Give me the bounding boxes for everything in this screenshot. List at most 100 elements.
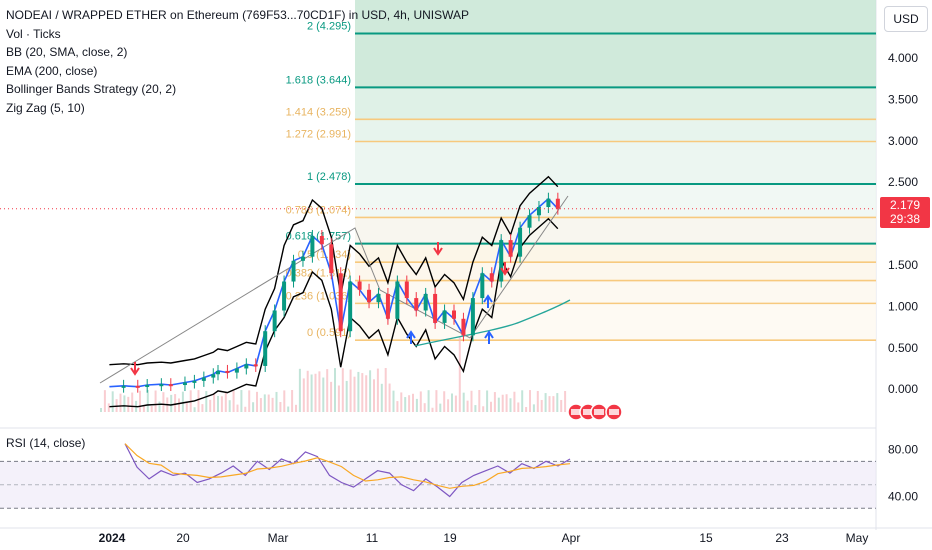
- volume-bar-113: [540, 399, 543, 412]
- candle-body-46: [555, 198, 560, 209]
- candle-body-30: [404, 281, 409, 299]
- volume-bar-35: [236, 404, 239, 412]
- y-tick-6: 1.000: [888, 299, 918, 313]
- volume-bar-104: [505, 394, 508, 412]
- legend-ema[interactable]: EMA (200, close): [6, 63, 98, 78]
- candle-body-7: [192, 380, 197, 383]
- candle-body-24: [348, 281, 353, 332]
- fib-level-label-0: 2 (4.295): [307, 21, 351, 33]
- legend-zigzag[interactable]: Zig Zag (5, 10): [6, 100, 85, 115]
- volume-bar-116: [552, 396, 555, 412]
- candle-body-6: [182, 382, 187, 386]
- rsi-legend[interactable]: RSI (14, close): [6, 436, 86, 450]
- volume-bar-108: [521, 390, 524, 412]
- candle-body-17: [282, 281, 287, 311]
- candle-body-12: [234, 368, 239, 373]
- buy-arrow-1: [484, 330, 494, 344]
- event-flag-stripe-3: [609, 409, 619, 415]
- volume-bar-107: [517, 402, 520, 412]
- candle-body-43: [527, 215, 532, 228]
- volume-bar-119: [564, 390, 567, 412]
- candle-body-40: [499, 240, 504, 282]
- legend-bb-strategy[interactable]: Bollinger Bands Strategy (20, 2): [6, 82, 177, 96]
- currency-button[interactable]: USD: [884, 6, 928, 32]
- x-tick-2: Mar: [268, 531, 289, 545]
- volume-bar-38: [248, 390, 251, 412]
- sell-arrow-0: [130, 362, 140, 376]
- volume-bar-74: [388, 383, 391, 412]
- volume-bar-25: [197, 390, 200, 412]
- fib-zone-1: [355, 87, 876, 120]
- rsi-tick-1: 40.00: [888, 490, 918, 504]
- volume-bar-83: [423, 403, 426, 412]
- volume-bar-46: [279, 402, 282, 412]
- legend-bb[interactable]: BB (20, SMA, close, 2): [6, 45, 128, 59]
- candle-body-20: [310, 235, 315, 257]
- candle-body-35: [452, 310, 456, 319]
- event-flag-stripe-0: [571, 409, 581, 415]
- volume-bar-32: [224, 392, 227, 412]
- volume-bar-63: [345, 380, 348, 412]
- volume-bar-106: [513, 391, 516, 412]
- fib-level-label-1: 1.618 (3.644): [286, 74, 351, 86]
- volume-bar-115: [548, 396, 551, 412]
- candle-body-4: [159, 384, 164, 387]
- fib-level-label-4: 1 (2.478): [307, 171, 351, 183]
- fib-level-label-5: 0.786 (2.074): [286, 204, 351, 216]
- volume-bar-68: [365, 375, 368, 412]
- volume-bar-76: [396, 401, 399, 412]
- volume-bar-54: [310, 374, 313, 412]
- legend-vol[interactable]: Vol · Ticks: [6, 26, 61, 41]
- chart-title: NODEAI / WRAPPED ETHER on Ethereum (769F…: [6, 8, 470, 22]
- candle-body-14: [253, 364, 258, 367]
- candle-body-36: [461, 318, 466, 336]
- volume-bar-39: [252, 402, 255, 412]
- volume-bar-21: [181, 391, 184, 412]
- volume-bar-82: [419, 391, 422, 412]
- candle-body-33: [433, 293, 438, 323]
- volume-bar-26: [201, 404, 204, 412]
- volume-bar-45: [275, 391, 278, 412]
- fib-level-label-3: 1.272 (2.991): [286, 129, 351, 141]
- volume-bar-80: [412, 393, 414, 412]
- volume-bar-60: [334, 368, 336, 412]
- volume-bar-19: [174, 394, 177, 412]
- volume-bar-87: [439, 403, 442, 412]
- volume-bar-44: [271, 397, 274, 412]
- buy-arrow-0: [406, 330, 416, 344]
- volume-bar-36: [240, 390, 243, 412]
- volume-bar-102: [497, 397, 500, 412]
- candle-body-19: [300, 256, 305, 261]
- volume-bar-47: [283, 390, 286, 412]
- fib-level-label-10: 0 (0.591): [307, 327, 351, 339]
- volume-bar-100: [490, 401, 492, 412]
- x-tick-6: 15: [699, 531, 713, 545]
- volume-bar-41: [259, 398, 262, 412]
- volume-bar-13: [150, 406, 153, 412]
- volume-bar-114: [544, 393, 547, 412]
- volume-bar-96: [474, 405, 477, 412]
- volume-bar-95: [470, 390, 473, 412]
- fib-zone-top: [355, 0, 876, 34]
- volume-bar-11: [142, 405, 145, 412]
- last-price-badge: 2.179 29:38: [880, 197, 930, 228]
- volume-bar-112: [536, 390, 539, 412]
- volume-bar-29: [213, 393, 216, 412]
- volume-bar-110: [529, 390, 531, 412]
- ema-200-line: [414, 299, 571, 347]
- volume-bar-92: [458, 336, 461, 412]
- chart-legend: NODEAI / WRAPPED ETHER on Ethereum (769F…: [6, 6, 469, 117]
- volume-bar-53: [306, 370, 309, 412]
- volume-bar-33: [228, 400, 231, 412]
- candle-body-38: [480, 273, 485, 299]
- volume-bar-88: [443, 391, 446, 412]
- volume-bar-98: [482, 406, 485, 412]
- volume-bar-43: [267, 394, 270, 412]
- volume-bar-79: [408, 395, 411, 412]
- y-tick-8: 0.000: [888, 382, 918, 396]
- volume-bar-61: [337, 385, 340, 412]
- volume-bar-78: [404, 397, 407, 412]
- candle-body-26: [367, 289, 372, 303]
- candle-body-42: [518, 227, 523, 257]
